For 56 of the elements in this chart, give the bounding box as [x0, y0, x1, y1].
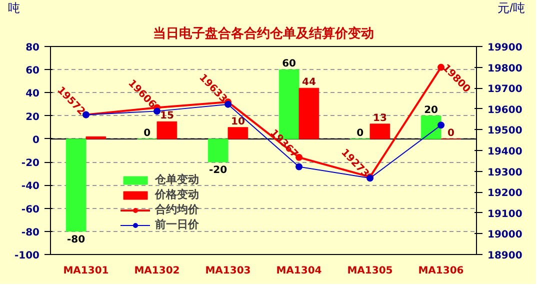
y2-tick-label: 19600: [488, 104, 522, 116]
bar: [420, 116, 442, 140]
y-tick-label: 40: [26, 88, 40, 100]
data-label: -80: [67, 234, 86, 246]
data-label: 15: [160, 110, 174, 122]
chart-title: 当日电子盘合各合约仓单及结算价变动: [153, 26, 374, 42]
y-tick-label: 0: [32, 134, 40, 146]
y2-tick-label: 19500: [488, 126, 522, 137]
data-label: 60: [282, 58, 296, 70]
data-label: 10: [230, 116, 245, 128]
bar: [298, 88, 320, 140]
y-tick-label: -80: [21, 227, 40, 238]
legend-label: 合约均价: [155, 202, 199, 217]
x-tick-label: MA1306: [418, 266, 464, 276]
y-tick-label: 20: [26, 112, 40, 123]
x-tick-label: MA1303: [205, 266, 251, 276]
legend-label: 仓单变动: [155, 172, 199, 187]
y-tick-label: -20: [21, 158, 40, 170]
y2-tick-label: 19000: [488, 230, 522, 241]
y-tick-label: -60: [21, 204, 40, 216]
bar: [228, 127, 248, 140]
y2-axis-title: 元/吨: [498, 0, 525, 17]
data-label: 20: [424, 104, 438, 116]
y2-tick-label: 19400: [488, 146, 522, 158]
data-label: 0: [356, 128, 364, 139]
x-tick-label: MA1305: [347, 266, 393, 276]
point: [438, 122, 444, 129]
point: [296, 163, 302, 170]
data-label: 0: [144, 128, 151, 139]
y2-tick-label: 19200: [488, 188, 522, 200]
bar: [156, 121, 178, 140]
y-tick-label: 80: [26, 42, 40, 54]
data-label: -20: [209, 165, 228, 176]
y-tick-label: 60: [26, 66, 40, 77]
y2-tick-label: 18900: [488, 250, 522, 262]
point: [154, 108, 160, 115]
bar: [66, 138, 86, 232]
data-label: 0: [447, 128, 454, 139]
y-axis-title: 吨: [8, 0, 20, 17]
y2-tick-label: 19300: [488, 167, 522, 178]
bar: [86, 136, 106, 140]
bar: [370, 124, 390, 140]
x-tick-label: MA1304: [276, 266, 322, 276]
data-label: 44: [302, 77, 316, 88]
y2-tick-label: 19800: [488, 63, 522, 74]
x-tick-label: MA1302: [134, 266, 180, 276]
legend-label: 前一日价: [155, 217, 199, 232]
y2-tick-label: 19900: [488, 42, 522, 54]
legend-label: 价格变动: [155, 187, 199, 202]
data-label: 13: [372, 112, 387, 124]
y-tick-label: -40: [21, 181, 40, 192]
y2-tick-label: 19700: [488, 84, 522, 96]
bar: [208, 138, 228, 162]
y2-tick-label: 19100: [488, 208, 522, 220]
x-tick-label: MA1301: [63, 266, 109, 276]
y-tick-label: -100: [14, 250, 40, 262]
